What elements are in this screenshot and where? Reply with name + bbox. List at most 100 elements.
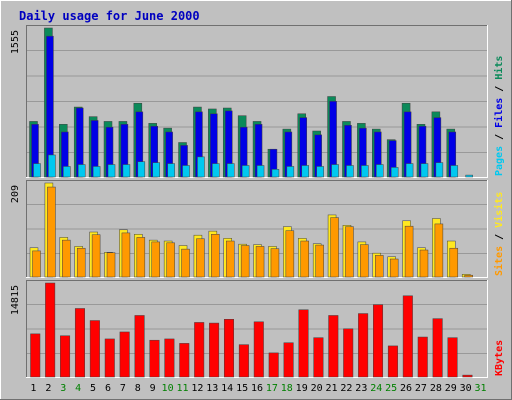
bar-pages xyxy=(182,165,190,178)
x-tick-label: 24 xyxy=(370,383,382,394)
bar-sites xyxy=(449,247,459,278)
bar-kbytes xyxy=(402,295,413,378)
bar-kbytes xyxy=(358,313,369,378)
bar-pages xyxy=(376,164,384,178)
x-tick-label: 6 xyxy=(105,383,111,394)
legend-entry: Files xyxy=(493,98,505,128)
x-tick-label: 12 xyxy=(191,383,203,394)
x-tick-label: 15 xyxy=(236,383,248,394)
x-tick-label: 2 xyxy=(45,383,51,394)
x-axis-labels: 1 2 3 4 5 6 7 8 9 10 11 12 13 14 15 16 17 18 19 20 21 22 23 24 2… xyxy=(30,383,486,394)
legend: KBytes xyxy=(494,340,505,376)
bar-sites xyxy=(434,223,444,278)
bar-kbytes xyxy=(209,322,220,378)
bar-sites xyxy=(76,247,86,278)
bar-pages xyxy=(256,165,265,178)
x-tick-label: 27 xyxy=(415,383,427,394)
bar-kbytes xyxy=(74,308,85,378)
panel-visits-sites: 209 Sites / Visits xyxy=(10,180,505,278)
bar-kbytes xyxy=(268,352,279,378)
bar-sites xyxy=(166,242,175,278)
legend-entry: / xyxy=(494,128,505,146)
bar-kbytes xyxy=(462,374,473,378)
bar-pages xyxy=(405,163,414,178)
bar-pages xyxy=(152,162,160,178)
x-tick-label: 17 xyxy=(266,383,278,394)
bar-pages xyxy=(63,166,71,178)
bar-sites xyxy=(404,225,414,278)
bar-kbytes xyxy=(253,321,264,378)
legend-entry: Hits xyxy=(493,56,505,80)
x-tick-label: 5 xyxy=(90,383,96,394)
x-tick-label: 14 xyxy=(221,383,233,394)
bar-pages xyxy=(92,166,101,178)
bar-sites xyxy=(121,232,131,278)
legend-entry: / xyxy=(494,228,505,246)
bar-pages xyxy=(361,165,369,178)
bar-kbytes xyxy=(283,342,294,378)
bar-pages xyxy=(212,163,220,178)
bar-pages xyxy=(107,164,116,178)
x-tick-label: 22 xyxy=(340,383,352,394)
bar-sites xyxy=(32,250,41,278)
y-max-label: 209 xyxy=(10,185,21,203)
bar-pages xyxy=(301,165,310,178)
bar-pages xyxy=(33,163,41,178)
bar-kbytes xyxy=(343,328,354,378)
legend-entry: Sites xyxy=(493,246,505,276)
bar-pages xyxy=(331,164,339,178)
bar-pages xyxy=(167,163,175,178)
bar-pages xyxy=(226,163,235,178)
bar-kbytes xyxy=(313,337,324,378)
bar-kbytes xyxy=(447,337,458,378)
bar-pages xyxy=(77,164,86,178)
bar-kbytes xyxy=(387,345,398,378)
bar-pages xyxy=(316,166,324,178)
x-tick-label: 28 xyxy=(430,383,442,394)
bar-sites xyxy=(270,248,280,278)
bar-pages xyxy=(286,166,295,178)
bar-sites xyxy=(151,241,160,278)
chart-panels: 1555 Pages / Files / Hits 209 Sites / Visit… xyxy=(10,25,505,378)
x-tick-label: 13 xyxy=(206,383,218,394)
x-tick-label: 21 xyxy=(325,383,337,394)
bar-pages xyxy=(271,169,280,178)
bar-kbytes xyxy=(328,315,339,378)
x-tick-label: 8 xyxy=(135,383,141,394)
bar-kbytes xyxy=(238,344,249,378)
bar-sites xyxy=(196,238,205,278)
bar-kbytes xyxy=(373,304,384,378)
bar-pages xyxy=(137,161,146,178)
bar-pages xyxy=(450,165,459,178)
legend-entry: KBytes xyxy=(494,340,505,376)
x-tick-label: 26 xyxy=(400,383,412,394)
bar-kbytes xyxy=(417,336,428,378)
bar-kbytes xyxy=(89,320,100,378)
bar-kbytes xyxy=(119,331,130,378)
x-tick-label: 20 xyxy=(311,383,323,394)
bar-kbytes xyxy=(298,309,309,378)
bar-pages xyxy=(435,162,444,178)
bar-pages xyxy=(420,163,429,178)
bar-sites xyxy=(375,255,384,278)
bar-kbytes xyxy=(45,282,56,378)
bar-sites xyxy=(62,239,71,278)
legend: Sites / Visits xyxy=(493,192,505,276)
x-tick-label: 18 xyxy=(281,383,293,394)
bar-sites xyxy=(106,252,116,278)
bar-kbytes xyxy=(179,343,190,378)
y-max-label: 14815 xyxy=(10,285,21,315)
bar-kbytes xyxy=(60,335,71,378)
bar-sites xyxy=(389,258,399,278)
x-tick-label: 30 xyxy=(460,383,472,394)
bar-kbytes xyxy=(30,333,41,378)
x-tick-label: 29 xyxy=(445,383,457,394)
legend-entry: / xyxy=(494,80,505,98)
bar-kbytes xyxy=(432,318,443,378)
bar-sites xyxy=(91,234,101,278)
panel-kbytes: 14815 KBytes xyxy=(10,280,505,378)
legend-entry: Pages xyxy=(494,146,505,176)
bar-kbytes xyxy=(104,338,115,378)
bar-pages xyxy=(390,167,399,178)
bar-sites xyxy=(285,230,295,278)
